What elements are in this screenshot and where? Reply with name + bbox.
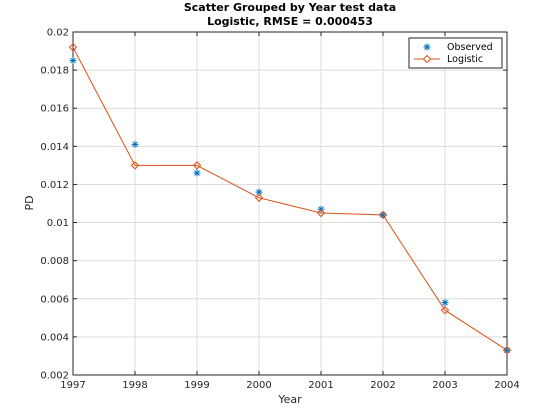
observed-point <box>131 140 139 148</box>
chart-title: Scatter Grouped by Year test data <box>184 1 396 14</box>
legend-logistic-marker <box>422 54 432 64</box>
y-axis-label: PD <box>23 195 36 210</box>
series <box>68 43 512 355</box>
x-tick-label: 2004 <box>494 380 519 391</box>
legend-observed-marker <box>423 43 431 51</box>
logistic-point <box>192 161 202 170</box>
axes-box <box>72 31 508 376</box>
y-tick-label: 0.006 <box>40 294 69 305</box>
observed-point <box>379 211 387 219</box>
x-tick-labels: 1997 1998 1999 2000 2001 2002 2003 2004 <box>60 380 519 391</box>
legend-box <box>408 37 503 69</box>
logistic-point <box>130 161 140 170</box>
observed-point <box>503 346 511 354</box>
x-tick-label: 1998 <box>122 380 147 391</box>
logistic-point <box>254 193 264 202</box>
series-line-logistic <box>72 47 508 351</box>
logistic-point <box>502 346 512 355</box>
axes <box>72 31 508 376</box>
logistic-point <box>440 306 450 315</box>
observed-point <box>69 57 77 65</box>
legend-diamond <box>422 54 432 64</box>
y-tick-label: 0.014 <box>40 142 69 153</box>
x-tick-label: 1997 <box>60 380 85 391</box>
legend: Observed Logistic <box>408 37 503 69</box>
observed-point <box>193 169 201 177</box>
x-tick-label: 2002 <box>370 380 395 391</box>
plot-area <box>73 32 507 375</box>
legend-label-observed: Observed <box>447 42 493 53</box>
logistic-point <box>378 210 388 220</box>
x-tick-label: 1999 <box>184 380 209 391</box>
legend-asterisk <box>423 43 431 51</box>
y-tick-label: 0.02 <box>47 28 69 39</box>
x-axis-label: Year <box>277 393 302 406</box>
x-tick-label: 2000 <box>246 380 271 391</box>
y-tick-label: 0.012 <box>40 180 69 191</box>
y-tick-label: 0.018 <box>40 66 69 77</box>
y-tick-labels: 0.002 0.004 0.006 0.008 0.01 0.012 0.014 0.016 0… <box>40 28 69 382</box>
logistic-point <box>316 208 326 218</box>
y-tick-label: 0.008 <box>40 256 69 267</box>
logistic-point <box>68 43 78 52</box>
legend-label-logistic: Logistic <box>447 54 483 65</box>
y-tick-label: 0.002 <box>40 371 69 382</box>
y-tick-label: 0.01 <box>47 218 69 229</box>
y-tick-label: 0.004 <box>40 332 69 343</box>
x-tick-label: 2001 <box>308 380 333 391</box>
observed-point <box>441 299 449 307</box>
y-tick-label: 0.016 <box>40 104 69 115</box>
chart-subtitle: Logistic, RMSE = 0.000453 <box>207 15 373 28</box>
x-tick-label: 2003 <box>432 380 457 391</box>
